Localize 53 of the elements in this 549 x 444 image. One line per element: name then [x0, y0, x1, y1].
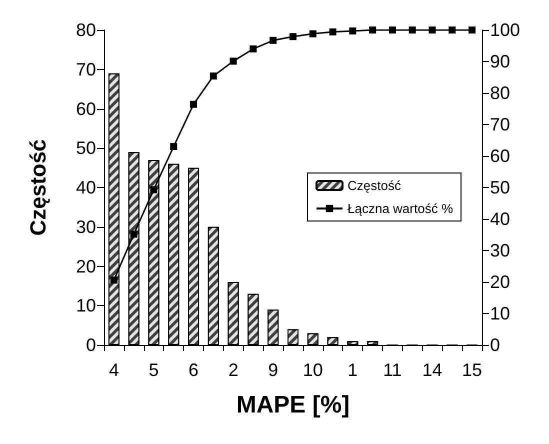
point: [388, 26, 396, 34]
x-tick-label: 14: [422, 360, 442, 380]
point: [210, 72, 217, 80]
y2-tick-label: 30: [490, 240, 510, 260]
point: [428, 26, 436, 34]
point: [408, 26, 416, 34]
x-axis-title: MAPE [%]: [236, 392, 350, 418]
x-tick-label: 15: [462, 360, 482, 380]
x-tick-label: 1: [348, 360, 358, 380]
x-tick-label: 2: [228, 360, 238, 380]
y2-tick-label: 90: [490, 52, 510, 72]
x-tick-label: 5: [148, 360, 159, 380]
x-tick-label: 10: [302, 360, 323, 380]
y2-tick-label: 10: [490, 304, 510, 324]
y-tick-label: 10: [76, 296, 96, 316]
y-tick-label: 50: [76, 138, 96, 158]
y-tick-label: 70: [76, 59, 96, 80]
point: [290, 33, 296, 40]
point: [190, 100, 198, 108]
y2-tick-label: 40: [490, 209, 510, 229]
point: [448, 26, 456, 34]
point: [270, 36, 277, 44]
point: [349, 27, 356, 34]
point: [150, 186, 158, 194]
point: [170, 143, 178, 150]
y-tick-label: 30: [76, 216, 96, 237]
point: [230, 58, 237, 65]
y2-tick-label: 0: [490, 335, 500, 355]
y-axis-title: Częstość: [26, 139, 50, 236]
y2-tick-label: 80: [490, 83, 510, 103]
x-tick-label: 9: [268, 360, 278, 380]
point: [130, 230, 138, 238]
point: [110, 276, 118, 284]
y-tick-label: 60: [76, 98, 96, 119]
y2-tick-label: 100: [490, 20, 520, 40]
point: [468, 26, 476, 34]
y-tick-label: 20: [76, 256, 96, 276]
y-tick-label: 0: [86, 335, 96, 355]
x-tick-label: 6: [188, 360, 199, 380]
point: [369, 26, 376, 34]
y-tick-label: 40: [76, 178, 96, 198]
point: [329, 28, 336, 36]
y2-tick-label: 60: [490, 146, 510, 166]
y2-tick-label: 70: [490, 114, 510, 134]
x-tick-label: 11: [383, 360, 402, 380]
y-tick-label: 80: [76, 20, 96, 40]
legend-label: Częstość: [348, 178, 402, 193]
legend-label: Łączna wartość %: [348, 201, 454, 216]
point: [309, 30, 316, 38]
x-tick-label: 4: [108, 360, 119, 380]
y2-tick-label: 50: [490, 178, 510, 198]
y2-tick-label: 20: [490, 272, 510, 292]
point: [250, 45, 257, 52]
